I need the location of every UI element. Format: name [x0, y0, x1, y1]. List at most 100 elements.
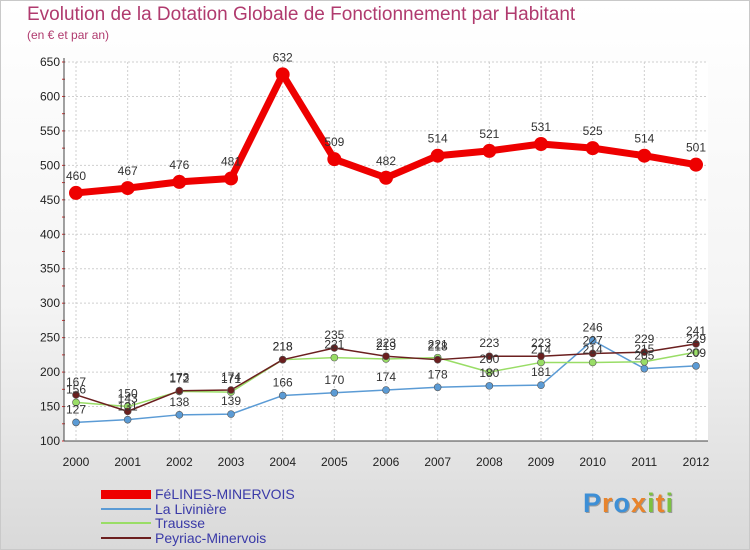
data-point — [327, 152, 342, 167]
data-label: 174 — [376, 370, 396, 384]
data-point — [537, 352, 545, 361]
data-point — [692, 362, 700, 370]
data-point — [275, 67, 290, 82]
x-tick-label: 2003 — [218, 455, 245, 469]
data-point — [482, 143, 497, 158]
legend-swatch — [101, 507, 151, 510]
data-point — [534, 137, 548, 152]
data-label: 632 — [273, 50, 293, 64]
legend-label: La Livinière — [155, 500, 227, 517]
logo-letter: P — [583, 488, 603, 518]
data-label: 223 — [479, 336, 499, 350]
data-label: 221 — [324, 338, 344, 352]
data-point — [637, 148, 652, 163]
data-label: 172 — [169, 371, 189, 385]
logo-letter: x — [631, 488, 648, 518]
legend-swatch — [101, 536, 151, 539]
data-point — [227, 386, 235, 394]
data-label: 218 — [273, 340, 293, 354]
y-tick-label: 350 — [40, 262, 60, 276]
data-point — [430, 148, 445, 163]
data-label: 131 — [118, 400, 138, 414]
data-label: 221 — [428, 338, 448, 352]
data-label: 138 — [169, 395, 189, 409]
legend-label: Trausse — [155, 515, 206, 531]
y-tick-label: 400 — [40, 227, 60, 241]
data-point — [175, 411, 184, 419]
y-tick-label: 100 — [40, 434, 60, 448]
data-point — [72, 391, 80, 399]
data-label: 482 — [376, 154, 396, 168]
x-tick-label: 2004 — [269, 455, 296, 469]
x-tick-label: 2006 — [373, 455, 400, 469]
x-tick-label: 2007 — [424, 455, 451, 469]
data-label: 180 — [479, 366, 499, 380]
data-point — [224, 171, 238, 186]
logo-letter: i — [647, 488, 656, 518]
data-point — [588, 349, 597, 358]
data-point — [689, 157, 703, 172]
data-label: 218 — [273, 340, 293, 354]
data-label: 139 — [221, 394, 241, 408]
data-label: 229 — [686, 332, 706, 346]
data-point — [640, 357, 649, 366]
data-label: 150 — [118, 387, 138, 401]
logo-letter: r — [602, 488, 614, 518]
legend-swatch — [101, 489, 151, 499]
data-label: 170 — [324, 373, 344, 387]
data-point — [485, 382, 494, 390]
data-label: 241 — [686, 324, 706, 338]
data-label: 467 — [118, 164, 138, 178]
data-point — [172, 174, 187, 189]
data-label: 460 — [66, 169, 86, 183]
data-point — [433, 383, 442, 392]
data-label: 246 — [583, 320, 603, 334]
y-tick-label: 250 — [40, 331, 60, 345]
data-label: 509 — [324, 135, 344, 149]
data-label: 200 — [479, 352, 499, 366]
data-point — [69, 185, 83, 200]
data-point — [382, 352, 390, 361]
logo-letter: t — [655, 488, 666, 518]
y-tick-label: 600 — [40, 89, 60, 103]
x-tick-label: 2002 — [166, 455, 193, 469]
data-label: 174 — [221, 370, 241, 384]
data-point — [227, 410, 235, 418]
data-point — [120, 181, 135, 196]
data-point — [588, 336, 597, 345]
data-point — [692, 348, 700, 356]
x-tick-label: 2011 — [631, 455, 657, 469]
data-label: 223 — [376, 336, 396, 350]
data-label: 214 — [583, 342, 603, 356]
data-point — [379, 170, 393, 185]
data-point — [330, 388, 339, 397]
data-label: 209 — [686, 346, 706, 360]
data-label: 219 — [376, 339, 396, 353]
data-label: 127 — [66, 402, 86, 416]
data-point — [537, 381, 545, 389]
data-label: 166 — [273, 376, 293, 390]
y-tick-label: 550 — [40, 124, 60, 138]
data-label: 214 — [531, 342, 551, 356]
chart-subtitle: (en € et par an) — [27, 28, 110, 42]
y-tick-label: 500 — [40, 158, 60, 172]
x-tick-label: 2000 — [63, 455, 90, 469]
y-tick-label: 650 — [40, 55, 60, 69]
data-label: 215 — [634, 342, 654, 356]
data-point — [588, 358, 597, 367]
logo-letter: i — [665, 488, 675, 518]
data-label: 205 — [634, 349, 654, 363]
proxiti-logo: Proxiti — [583, 488, 674, 519]
data-label: 143 — [118, 391, 138, 405]
data-label: 218 — [428, 340, 448, 354]
data-point — [330, 353, 339, 362]
data-point — [175, 386, 184, 395]
x-tick-label: 2005 — [321, 455, 348, 469]
data-point — [123, 415, 132, 424]
chart-title: Evolution de la Dotation Globale de Fonc… — [27, 4, 576, 25]
data-point — [640, 348, 649, 356]
data-label: 501 — [686, 141, 706, 155]
legend-label: FéLINES-MINERVOIS — [155, 486, 295, 502]
